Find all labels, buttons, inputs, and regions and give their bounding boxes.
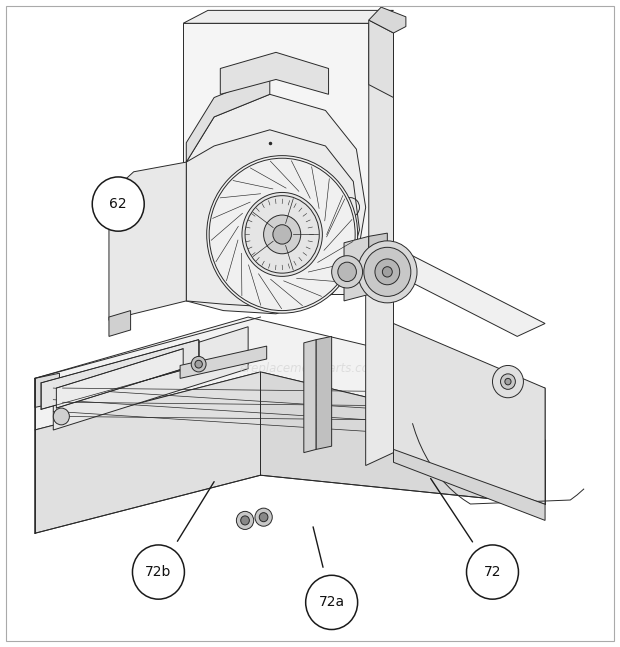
Circle shape [375,259,400,285]
Text: ereplacementparts.com: ereplacementparts.com [239,362,381,375]
Circle shape [264,215,301,254]
Circle shape [259,512,268,521]
Circle shape [338,262,356,281]
Circle shape [306,575,358,630]
Polygon shape [369,233,388,294]
Polygon shape [35,317,545,440]
Polygon shape [316,336,332,450]
Polygon shape [369,20,394,98]
Text: 72a: 72a [319,595,345,609]
Polygon shape [366,246,545,336]
Polygon shape [109,311,131,336]
Text: 72: 72 [484,565,501,579]
Polygon shape [304,340,316,453]
Polygon shape [220,52,329,94]
Circle shape [242,192,322,276]
Circle shape [195,360,202,368]
Polygon shape [109,162,186,320]
Circle shape [466,545,518,599]
Polygon shape [35,373,60,408]
Polygon shape [180,346,267,378]
Circle shape [505,378,511,385]
Polygon shape [344,236,369,301]
Circle shape [53,408,69,425]
Polygon shape [366,246,394,466]
Circle shape [273,225,291,244]
Polygon shape [183,23,369,294]
Circle shape [133,545,184,599]
Polygon shape [369,7,406,33]
Circle shape [191,356,206,372]
Text: 62: 62 [109,197,127,211]
Circle shape [206,156,358,313]
Circle shape [332,256,363,288]
Circle shape [358,241,417,303]
Polygon shape [183,10,394,23]
Polygon shape [53,327,248,430]
Circle shape [245,199,313,270]
Polygon shape [41,340,198,410]
Circle shape [236,511,254,529]
Circle shape [255,508,272,526]
Polygon shape [186,94,366,314]
Polygon shape [260,372,545,504]
Polygon shape [394,324,545,504]
Text: 72b: 72b [145,565,172,579]
Polygon shape [369,23,394,307]
Circle shape [364,247,411,296]
Polygon shape [394,450,545,520]
Circle shape [500,374,515,389]
Polygon shape [56,349,183,408]
Circle shape [492,366,523,398]
Circle shape [241,516,249,525]
Polygon shape [186,75,270,162]
Polygon shape [35,372,260,533]
Circle shape [92,177,144,231]
Circle shape [383,267,392,277]
Polygon shape [186,130,360,307]
